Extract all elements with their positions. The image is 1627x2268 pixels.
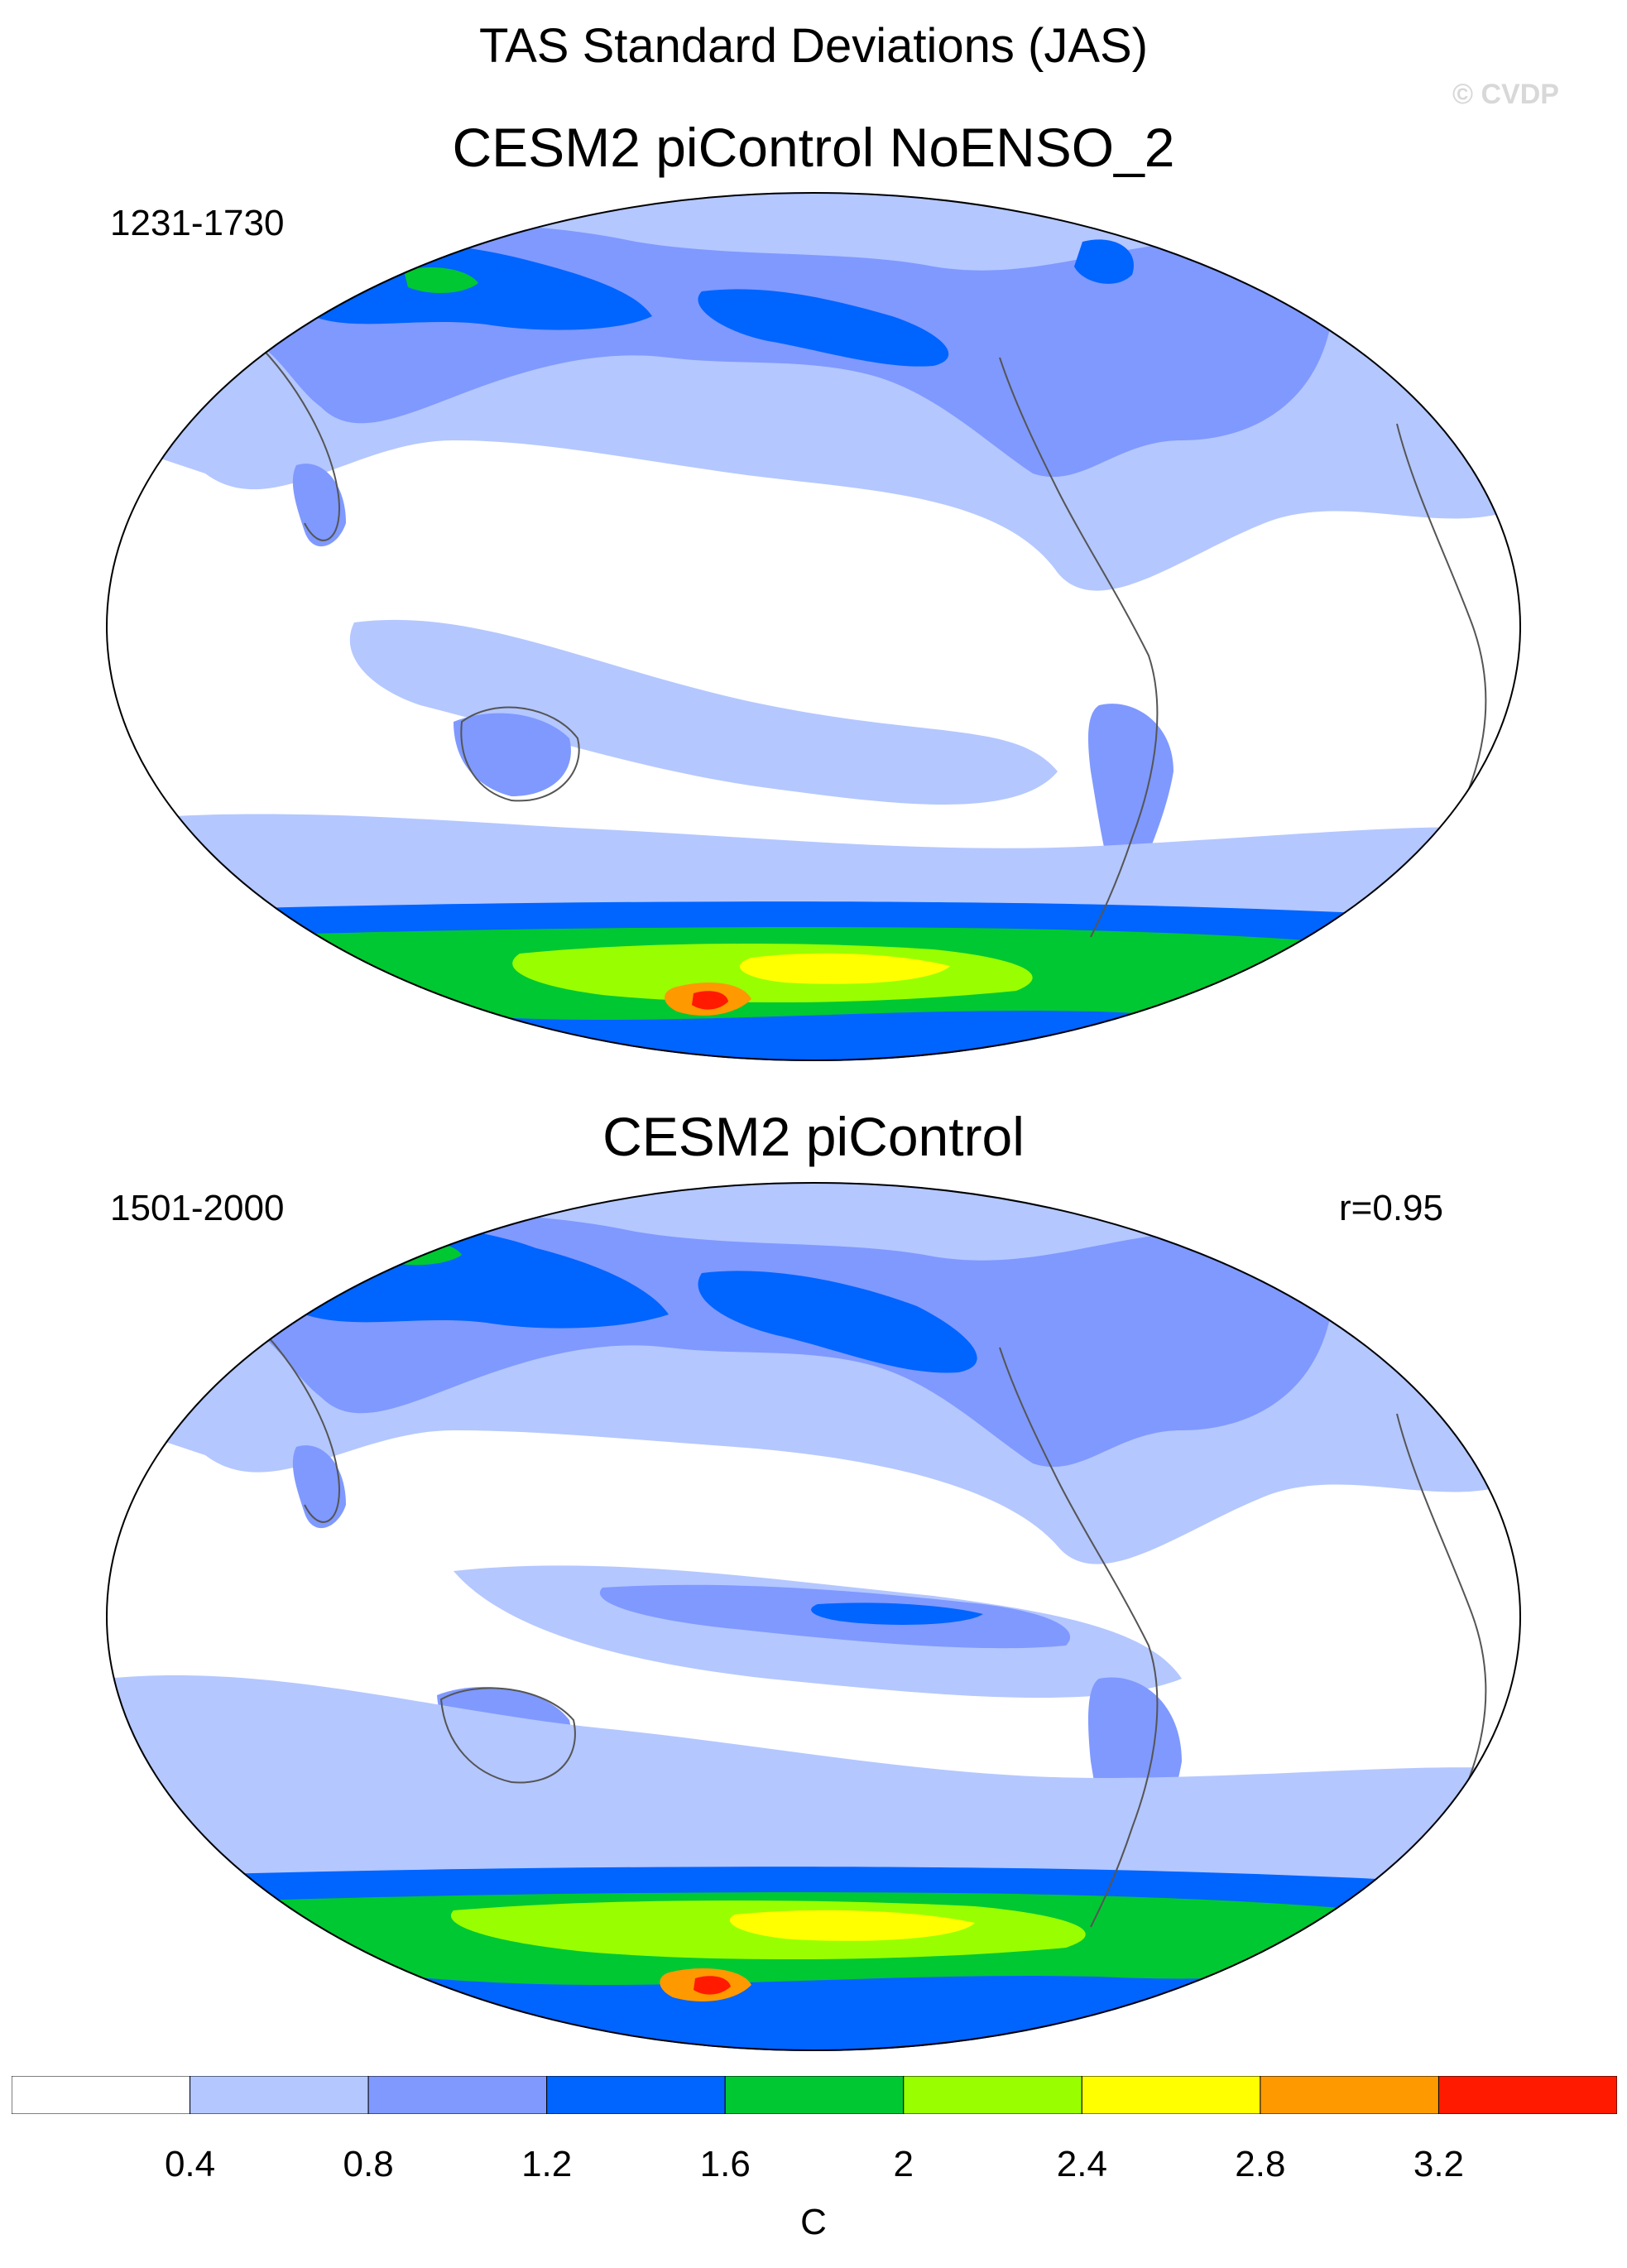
coastline [254, 340, 340, 541]
colorbar-tick-label: 2.8 [1235, 2144, 1286, 2184]
colorbar-tick-label: 0.4 [164, 2144, 216, 2184]
colorbar-segment [12, 2076, 191, 2114]
tas-patch-dark-3 [1074, 239, 1134, 284]
panel-1-map [106, 192, 1521, 1061]
panel-2-map [106, 1182, 1521, 2051]
colorbar-segment [1081, 2076, 1261, 2114]
tas-patch-green-1 [404, 267, 478, 293]
panel-2-period: 1501-2000 [110, 1188, 285, 1228]
panel-2-title: CESM2 piControl [602, 1106, 1025, 1167]
colorbar-tick-label: 1.2 [521, 2144, 573, 2184]
tas-patch-yellow [739, 953, 950, 984]
colorbar-segment [1437, 2076, 1617, 2114]
tas-patch-dark-2 [698, 1271, 977, 1373]
panel-1-title: CESM2 piControl NoENSO_2 [452, 117, 1175, 178]
coastline [1396, 1413, 1487, 1812]
colorbar-tick-label: 2.4 [1056, 2144, 1107, 2184]
tas-patch-pacific-dark [811, 1602, 983, 1625]
colorbar-tick-label: 0.8 [343, 2144, 394, 2184]
coastline [1396, 423, 1487, 822]
coastline [439, 1687, 576, 1784]
colorbar-segment [903, 2076, 1082, 2114]
tas-patch-yellow [729, 1910, 975, 1941]
colorbar-unit: C [800, 2202, 827, 2242]
coastline [999, 357, 1159, 938]
colorbar-tick-label: 1.6 [699, 2144, 751, 2184]
colorbar-tick-label: 3.2 [1413, 2144, 1465, 2184]
colorbar-segment [724, 2076, 905, 2114]
coastline [460, 706, 580, 802]
coastline [254, 1322, 340, 1523]
tas-patch-tropic-light [349, 619, 1058, 805]
figure-title: TAS Standard Deviations (JAS) [478, 19, 1149, 73]
colorbar-segment [546, 2076, 726, 2114]
tas-patch-dark-2 [698, 289, 949, 367]
map-frame [106, 1182, 1521, 2051]
colorbar-segment [1260, 2076, 1439, 2114]
tas-patch-australia [454, 713, 571, 796]
tas-patch-red [692, 991, 728, 1010]
colorbar-segment [367, 2076, 548, 2114]
panel-1-period: 1231-1730 [110, 203, 285, 243]
colorbar-tick-label: 2 [893, 2144, 914, 2184]
tas-patch-red [694, 1976, 731, 1995]
colorbar [12, 2076, 1617, 2114]
map-frame [106, 192, 1521, 1061]
colorbar-segment [190, 2076, 369, 2114]
coastline [999, 1347, 1159, 1928]
panel-2-correlation: r=0.95 [1339, 1188, 1443, 1228]
cvdp-watermark: © CVDP [1452, 79, 1559, 110]
